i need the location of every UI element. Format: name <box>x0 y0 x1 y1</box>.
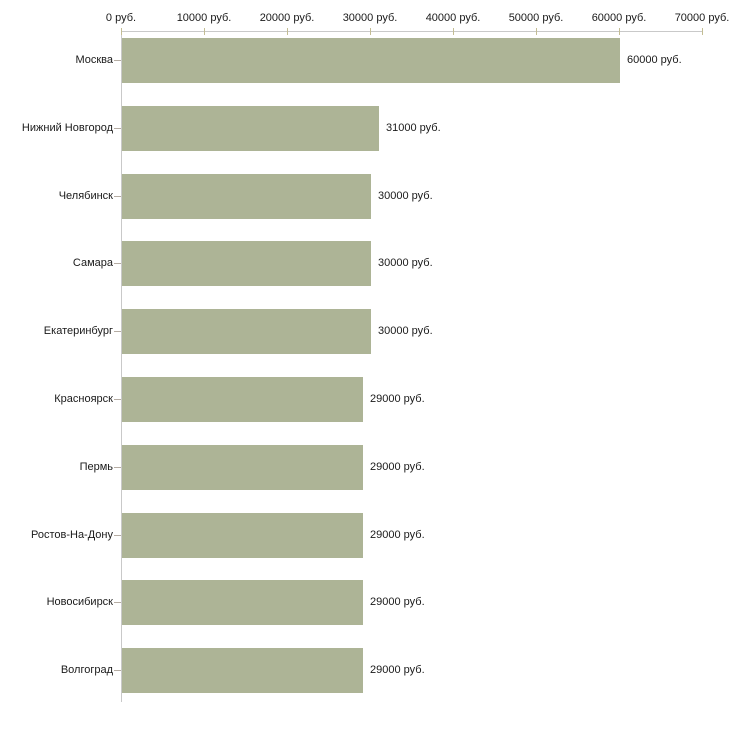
bar <box>122 106 379 151</box>
x-tick-mark <box>453 28 454 35</box>
x-tick-mark <box>536 28 537 35</box>
category-tick-mark <box>114 128 121 129</box>
x-tick-label: 60000 руб. <box>591 12 647 24</box>
category-label: Челябинск <box>58 190 113 202</box>
x-tick-label: 20000 руб. <box>259 12 315 24</box>
category-tick-mark <box>114 535 121 536</box>
y-axis-line <box>121 31 122 702</box>
category-label: Ростов-На-Дону <box>30 529 113 541</box>
bar <box>122 174 371 219</box>
category-label: Новосибирск <box>46 596 113 608</box>
bar <box>122 580 363 625</box>
x-tick-label: 40000 руб. <box>425 12 481 24</box>
x-tick-mark <box>619 28 620 35</box>
bar <box>122 648 363 693</box>
value-label: 30000 руб. <box>378 325 433 337</box>
category-label: Пермь <box>79 461 113 473</box>
category-tick-mark <box>114 331 121 332</box>
category-tick-mark <box>114 602 121 603</box>
category-label: Красноярск <box>54 393 113 405</box>
category-tick-mark <box>114 60 121 61</box>
bar <box>122 445 363 490</box>
category-label: Самара <box>72 257 113 269</box>
bar <box>122 241 371 286</box>
bar <box>122 377 363 422</box>
category-tick-mark <box>114 399 121 400</box>
value-label: 60000 руб. <box>627 54 682 66</box>
bar <box>122 309 371 354</box>
x-tick-mark <box>370 28 371 35</box>
value-label: 29000 руб. <box>370 664 425 676</box>
bar <box>122 513 363 558</box>
x-tick-label: 70000 руб. <box>674 12 730 24</box>
x-tick-label: 0 руб. <box>105 12 137 24</box>
category-tick-mark <box>114 263 121 264</box>
bar <box>122 38 620 83</box>
x-tick-label: 10000 руб. <box>176 12 232 24</box>
category-label: Москва <box>75 54 113 66</box>
x-tick-label: 30000 руб. <box>342 12 398 24</box>
x-tick-label: 50000 руб. <box>508 12 564 24</box>
value-label: 31000 руб. <box>386 122 441 134</box>
category-label: Волгоград <box>60 664 113 676</box>
value-label: 29000 руб. <box>370 461 425 473</box>
category-label: Екатеринбург <box>43 325 113 337</box>
value-label: 30000 руб. <box>378 257 433 269</box>
category-label: Нижний Новгород <box>21 122 113 134</box>
category-tick-mark <box>114 670 121 671</box>
x-tick-mark <box>204 28 205 35</box>
value-label: 29000 руб. <box>370 596 425 608</box>
value-label: 29000 руб. <box>370 393 425 405</box>
value-label: 29000 руб. <box>370 529 425 541</box>
x-tick-mark <box>287 28 288 35</box>
value-label: 30000 руб. <box>378 190 433 202</box>
category-tick-mark <box>114 196 121 197</box>
x-tick-mark <box>121 28 122 35</box>
category-tick-mark <box>114 467 121 468</box>
x-axis-line <box>121 31 702 32</box>
x-tick-mark <box>702 28 703 35</box>
